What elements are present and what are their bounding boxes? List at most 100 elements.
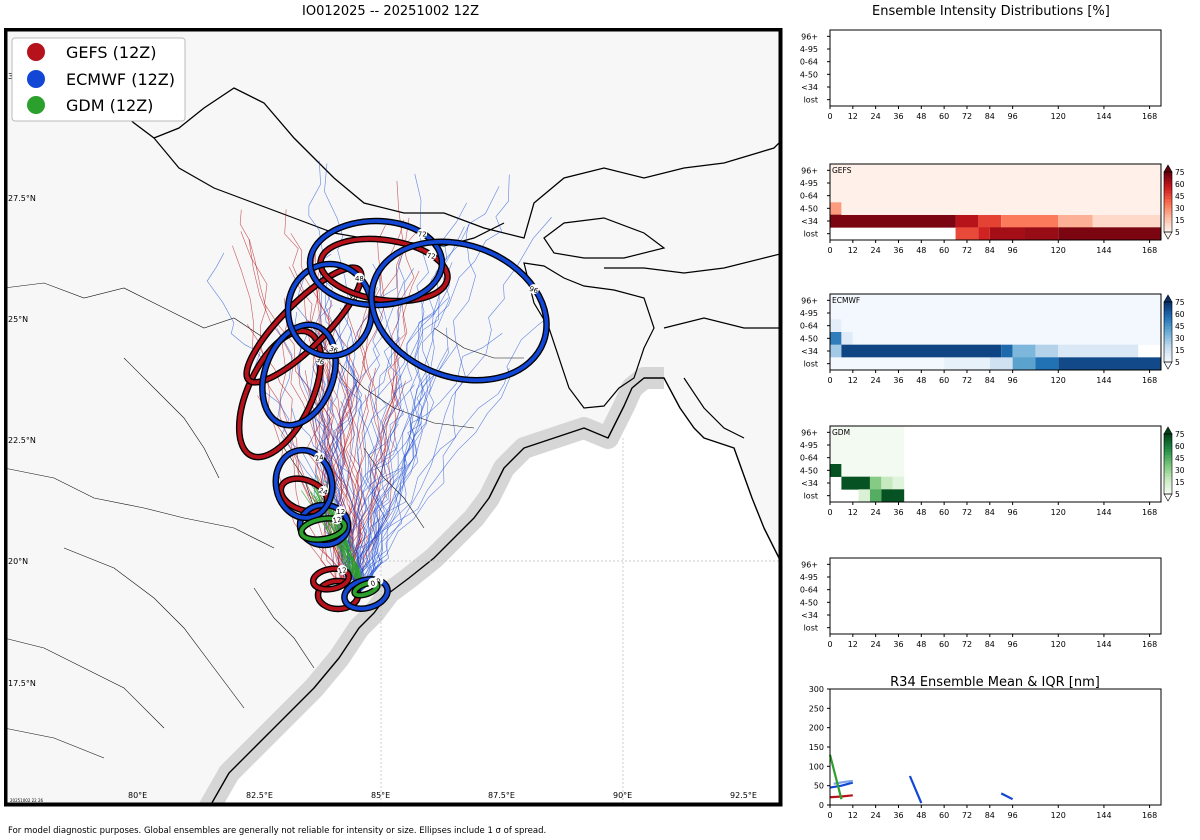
- r34-series-ecmwf-48: [908, 775, 923, 804]
- colorbar-segment: [1164, 226, 1172, 230]
- y-tick-label: <34: [801, 217, 818, 226]
- x-tick-label: 96: [1008, 508, 1018, 517]
- colorbar-tick-label: 60: [1175, 180, 1185, 189]
- x-tick-label: 72: [962, 508, 972, 517]
- colorbar-segment: [1164, 196, 1172, 200]
- ellipse-hour-label: 48: [355, 275, 364, 283]
- heat-cell-gefs: [1024, 227, 1059, 241]
- x-tick-label: 72: [962, 640, 972, 649]
- r34-y-tick-label: 150: [809, 743, 824, 752]
- ecmwf-track: [358, 384, 415, 594]
- heat-cell-gdm: [881, 489, 905, 503]
- heat-cell-ecmwf: [1012, 357, 1036, 371]
- legend-marker-ecmwf: [27, 70, 45, 88]
- heat-cell-gefs: [830, 214, 956, 228]
- ecmwf-ellipse-36h: 36: [259, 321, 340, 429]
- r34-x-tick-label: 72: [962, 811, 972, 820]
- y-tick-label: 64-95: [800, 179, 818, 188]
- y-tick-label: 96+: [801, 428, 818, 437]
- r34-series-gdm: [828, 754, 843, 800]
- colorbar-segment: [1164, 302, 1172, 306]
- x-tick-label: 24: [871, 246, 881, 255]
- r34-title: R34 Ensemble Mean & IQR [nm]: [890, 675, 1100, 690]
- colorbar-segment: [1164, 434, 1172, 438]
- y-tick-label: 64-95: [800, 45, 818, 54]
- y-tick-label: 50-64: [800, 586, 818, 595]
- colorbar-segment: [1164, 329, 1172, 333]
- legend-marker-gdm: [27, 96, 45, 114]
- colorbar-segment: [1164, 470, 1172, 474]
- x-tick-label: 120: [1051, 640, 1066, 649]
- ecmwf-track: [291, 407, 361, 594]
- ellipse-hour-label: 12: [332, 516, 342, 525]
- x-tick-label: 84: [985, 508, 995, 517]
- ellipse-hour-label: 0: [370, 579, 377, 588]
- y-tick-label: 64-95: [800, 573, 818, 582]
- heat-cell-gefs: [830, 164, 1161, 177]
- r34-y-tick-label: 300: [809, 685, 824, 694]
- colorbar-segment: [1164, 208, 1172, 212]
- colorbar-segment: [1164, 217, 1172, 221]
- x-tick-label: 60: [939, 640, 949, 649]
- heat-cell-gdm: [892, 476, 905, 490]
- timestamp-stamp: 20251002 22 26: [10, 798, 44, 803]
- lon-label-80: 80°E: [128, 791, 147, 800]
- r34-x-tick-label: 168: [1142, 811, 1157, 820]
- r34-x-tick-label: 144: [1096, 811, 1111, 820]
- heat-cell-ecmwf: [1001, 344, 1013, 358]
- heat-cell-ecmwf: [989, 357, 1013, 371]
- y-tick-label: 34-50: [800, 598, 818, 607]
- r34-y-tick-label: 200: [809, 724, 824, 733]
- r34-x-tick-label: 48: [916, 811, 926, 820]
- lon-label-85: 85°E: [371, 791, 390, 800]
- heat-cell-ecmwf: [1035, 344, 1059, 358]
- intensity-panel-gefs: 96+ 64-95 50-64 34-50 <34 lost 0 12 24 36 48 60 72 84…: [800, 163, 1185, 255]
- colorbar-tick-label: 60: [1175, 442, 1185, 451]
- x-tick-label: 168: [1142, 376, 1157, 385]
- colorbar-segment: [1164, 193, 1172, 197]
- colorbar-segment: [1164, 344, 1172, 348]
- y-tick-label: <34: [801, 611, 818, 620]
- colorbar-segment: [1164, 350, 1172, 354]
- border-bhutan: [543, 217, 666, 259]
- heat-cell-ecmwf: [852, 332, 1161, 345]
- heat-cell-ecmwf: [830, 294, 1161, 307]
- colorbar-tick-label: 45: [1175, 454, 1185, 463]
- colorbar-tick-label: 45: [1175, 192, 1185, 201]
- r34-frame: [829, 688, 1162, 806]
- x-tick-label: 96: [1008, 640, 1018, 649]
- ecmwf-track: [206, 252, 360, 594]
- x-tick-label: 120: [1051, 246, 1066, 255]
- x-tick-label: 60: [939, 112, 949, 121]
- y-tick-label: <34: [801, 347, 818, 356]
- legend-item-gefs: GEFS (12Z): [27, 43, 156, 62]
- x-tick-label: 48: [916, 112, 926, 121]
- ecmwf-track: [356, 423, 399, 594]
- colorbar-segment: [1164, 175, 1172, 179]
- panel-frame: [829, 557, 1162, 635]
- colorbar-segment: [1164, 446, 1172, 450]
- colorbar-segment: [1164, 353, 1172, 357]
- x-tick-label: 144: [1096, 112, 1111, 121]
- colorbar-tick-label: 15: [1175, 478, 1185, 487]
- colorbar-segment: [1164, 320, 1172, 324]
- heat-cell-gefs: [830, 176, 1161, 190]
- ecmwf-track: [358, 186, 500, 594]
- y-tick-label: 50-64: [800, 454, 818, 463]
- ecmwf-track: [358, 368, 510, 594]
- colorbar-segment: [1164, 181, 1172, 185]
- r34-y-tick-label: 50: [814, 782, 824, 791]
- heat-cell-ecmwf: [830, 332, 842, 345]
- colorbar-tick-label: 75: [1175, 168, 1185, 177]
- ellipse-hour-label: 36: [314, 356, 326, 367]
- x-tick-label: 60: [939, 246, 949, 255]
- y-tick-label: 50-64: [800, 322, 818, 331]
- r34-x-tick-label: 12: [848, 811, 858, 820]
- colorbar-segment: [1164, 220, 1172, 224]
- legend-label-ecmwf: ECMWF (12Z): [66, 70, 175, 89]
- colorbar-segment: [1164, 314, 1172, 318]
- colorbar-segment: [1164, 205, 1172, 209]
- panel-frame: [829, 293, 1162, 371]
- x-tick-label: 24: [871, 112, 881, 121]
- intensity-panel-ecmwf: 96+ 64-95 50-64 34-50 <34 lost 0 12 24 36 48 60 72 84…: [800, 293, 1185, 385]
